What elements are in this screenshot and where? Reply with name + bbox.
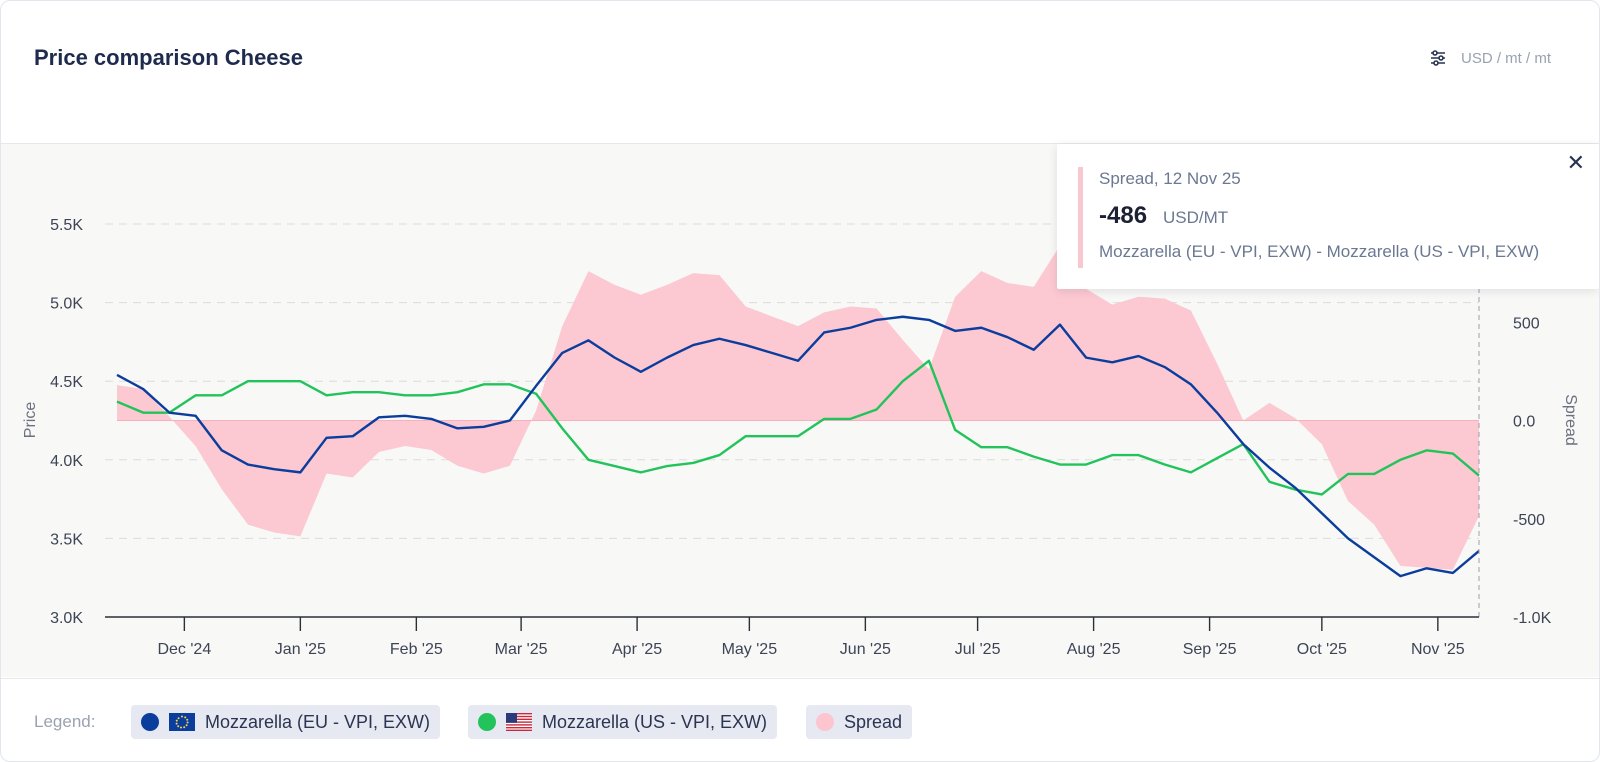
legend-item-spread[interactable]: Spread (806, 705, 913, 739)
close-icon[interactable]: ✕ (1566, 150, 1585, 175)
y-left-tick-label: 5.5K (50, 217, 83, 234)
series-line-us (116, 359, 1480, 496)
tooltip-color-bar (1078, 167, 1083, 268)
tooltip-value: -486 (1099, 202, 1148, 229)
legend-dot-us (478, 713, 496, 731)
x-tick-label: Apr '25 (612, 641, 662, 658)
y-left-tick-label: 4.5K (50, 374, 83, 391)
unit-label[interactable]: USD / mt / mt (1461, 49, 1551, 67)
spread-area (117, 245, 1479, 570)
legend-item-eu[interactable]: Mozzarella (EU - VPI, EXW) (131, 705, 441, 739)
x-tick-label: May '25 (722, 641, 778, 658)
us-flag-icon (506, 713, 532, 731)
x-tick-label: Jan '25 (275, 641, 326, 658)
tooltip-description: Mozzarella (EU - VPI, EXW) - Mozzarella … (1099, 242, 1540, 261)
legend-label: Legend: (34, 712, 96, 731)
legend-item-us[interactable]: Mozzarella (US - VPI, EXW) (468, 705, 778, 739)
y-right-tick-label: 0.0 (1513, 414, 1535, 431)
eu-flag-icon (169, 713, 195, 731)
legend-item-label: Spread (844, 711, 903, 732)
x-tick-label: Oct '25 (1297, 641, 1347, 658)
y-right-tick-label: -500 (1513, 512, 1545, 529)
y-right-axis-label: Spread (1562, 394, 1579, 446)
x-tick-label: Mar '25 (495, 641, 548, 658)
price-chart: 3.0K3.5K4.0K4.5K5.0K5.5K-1.0K-5000.05001… (22, 144, 1579, 658)
sliders-icon[interactable] (1429, 49, 1447, 67)
y-right-tick-label: -1.0K (1513, 610, 1552, 627)
y-left-tick-label: 3.0K (50, 610, 83, 627)
legend-dot-eu (141, 713, 159, 731)
y-left-tick-label: 4.0K (50, 453, 83, 470)
x-tick-label: Sep '25 (1183, 641, 1237, 658)
y-left-tick-label: 5.0K (50, 296, 83, 313)
x-tick-label: Nov '25 (1411, 641, 1465, 658)
spread-tooltip: Spread, 12 Nov 25 -486 USD/MT Mozzarella… (1057, 144, 1599, 289)
legend: Legend: Mozzarella (EU - VPI, EXW) (1, 678, 1599, 761)
legend-item-label: Mozzarella (EU - VPI, EXW) (205, 711, 431, 732)
legend-item-label: Mozzarella (US - VPI, EXW) (542, 711, 768, 732)
unit-selector[interactable]: USD / mt / mt (1429, 49, 1551, 67)
series-line-eu (116, 315, 1480, 578)
x-tick-label: Jun '25 (840, 641, 891, 658)
y-left-axis-label: Price (22, 402, 39, 439)
x-tick-label: Aug '25 (1067, 641, 1121, 658)
x-tick-label: Dec '24 (157, 641, 211, 658)
y-right-tick-label: 500 (1513, 315, 1540, 332)
card-header: Price comparison Cheese USD / mt / mt (1, 1, 1599, 144)
legend-dot-spread (816, 713, 834, 731)
chart-title: Price comparison Cheese (34, 45, 304, 70)
y-left-tick-label: 3.5K (50, 531, 83, 548)
tooltip-unit: USD/MT (1163, 208, 1229, 227)
tooltip-title: Spread, 12 Nov 25 (1099, 169, 1241, 188)
x-tick-label: Feb '25 (390, 641, 443, 658)
x-tick-label: Jul '25 (955, 641, 1001, 658)
